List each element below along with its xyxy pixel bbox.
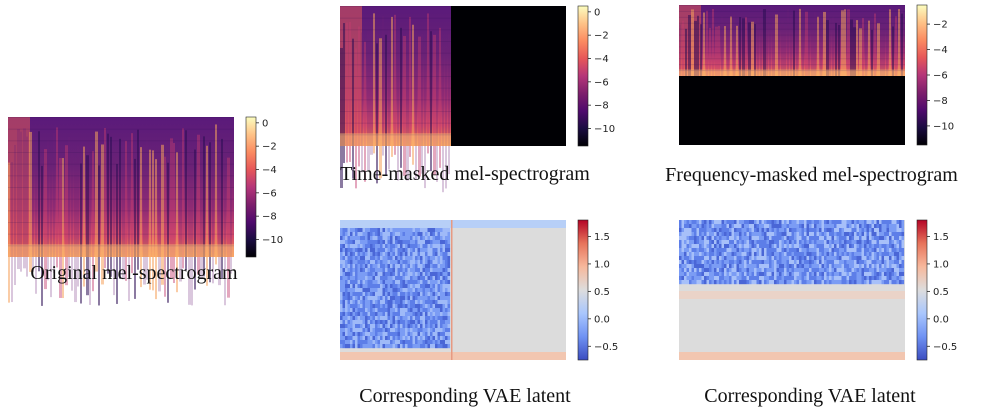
heatmap-image: [679, 5, 905, 145]
caption-vae-freq: Corresponding VAE latent: [704, 385, 916, 407]
caption-vae-time: Corresponding VAE latent: [359, 385, 571, 407]
heatmap-image: [340, 220, 566, 360]
colorbar-tick-label: −2: [262, 142, 277, 153]
colorbar-tick-label: −8: [262, 212, 277, 223]
colorbar: [916, 4, 928, 146]
colorbar-tick-label: 1.0: [933, 259, 949, 270]
panel-original: 0 −2 −4 −6 −8 −10: [8, 116, 283, 306]
caption-freq-masked: Frequency-masked mel-spectrogram: [665, 164, 958, 186]
colorbar-tick-label: 0.5: [594, 287, 610, 298]
caption-original: Original mel-spectrogram: [30, 262, 238, 284]
panel-vae-time: 1.5 1.0 0.5 0.0 −0.5: [340, 219, 618, 361]
colorbar-tick-label: 1.5: [594, 232, 610, 243]
colorbar-tick-label: 1.0: [594, 259, 610, 270]
colorbar-tick-label: −0.5: [594, 342, 618, 353]
panel-vae-freq: 1.5 1.0 0.5 0.0 −0.5: [679, 219, 957, 361]
colorbar-tick-label: 1.5: [933, 232, 949, 243]
colorbar-tick-label: −10: [262, 235, 283, 246]
colorbar-tick-label: −4: [262, 165, 277, 176]
colorbar-tick-label: −10: [933, 121, 954, 132]
colorbar: [577, 219, 589, 361]
colorbar-tick-label: 0.0: [933, 314, 949, 325]
colorbar-tick-label: −2: [933, 20, 948, 31]
colorbar-tick-label: −8: [594, 101, 609, 112]
heatmap-image: [679, 220, 905, 360]
colorbar: [577, 5, 589, 147]
vae-time-heatmap: 1.5 1.0 0.5 0.0 −0.5: [340, 219, 618, 361]
colorbar-tick-label: 0.5: [933, 287, 949, 298]
colorbar-tick-label: 0: [594, 7, 600, 18]
colorbar-tick-label: −6: [262, 188, 277, 199]
vae-freq-heatmap: 1.5 1.0 0.5 0.0 −0.5: [679, 219, 957, 361]
panel-time-masked: 0 −2 −4 −6 −8 −10: [340, 5, 615, 193]
colorbar-tick-label: −10: [594, 124, 615, 135]
panel-freq-masked: −2 −4 −6 −8 −10: [679, 4, 954, 146]
freq-masked-heatmap: −2 −4 −6 −8 −10: [679, 4, 954, 146]
heatmap-image: [340, 6, 566, 193]
colorbar-tick-label: −4: [933, 45, 948, 56]
colorbar: [245, 116, 257, 258]
colorbar-tick-label: −0.5: [933, 342, 957, 353]
time-masked-heatmap: 0 −2 −4 −6 −8 −10: [340, 5, 615, 193]
colorbar-tick-label: −4: [594, 54, 609, 65]
colorbar-tick-label: −2: [594, 31, 609, 42]
colorbar-tick-label: −6: [933, 71, 948, 82]
colorbar-tick-label: 0.0: [594, 314, 610, 325]
original-heatmap: 0 −2 −4 −6 −8 −10: [8, 116, 283, 306]
colorbar-tick-label: 0: [262, 118, 268, 129]
colorbar-tick-label: −8: [933, 96, 948, 107]
caption-time-masked: Time-masked mel-spectrogram: [340, 163, 590, 185]
colorbar: [916, 219, 928, 361]
heatmap-image: [8, 117, 234, 306]
colorbar-tick-label: −6: [594, 77, 609, 88]
